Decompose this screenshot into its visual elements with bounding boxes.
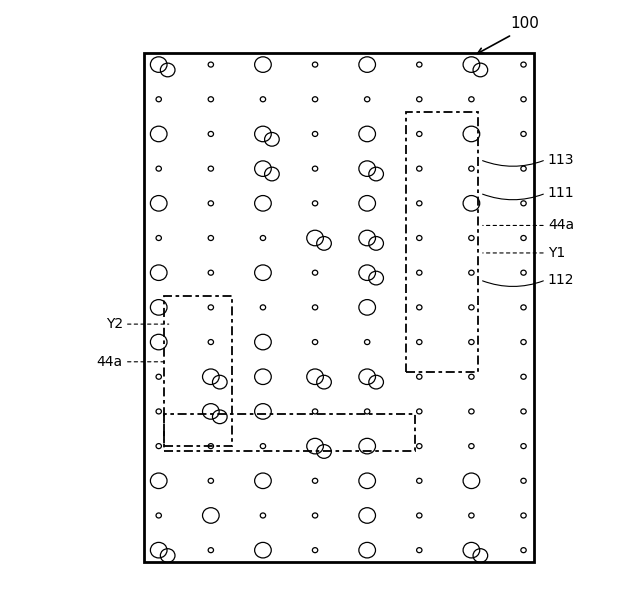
Text: 112: 112 bbox=[548, 273, 574, 287]
Text: 113: 113 bbox=[548, 152, 574, 167]
Bar bbox=[406, 112, 478, 372]
Bar bbox=[164, 296, 232, 446]
Text: Y1: Y1 bbox=[548, 246, 565, 260]
Bar bbox=[144, 53, 534, 562]
Text: 100: 100 bbox=[510, 16, 540, 32]
Text: 44a: 44a bbox=[548, 218, 574, 233]
Text: Y2: Y2 bbox=[106, 317, 123, 331]
Text: 111: 111 bbox=[548, 186, 575, 200]
Bar bbox=[164, 414, 415, 451]
Text: 44a: 44a bbox=[97, 355, 123, 369]
